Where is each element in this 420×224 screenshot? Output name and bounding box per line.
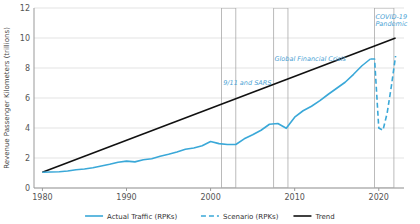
series-line	[42, 38, 395, 172]
legend-swatch	[201, 215, 219, 217]
x-tick-label: 1990	[116, 193, 136, 202]
grid-line	[34, 38, 404, 39]
chart: 0 2 4 6 8 10 12 1980 1990 2000 2010 2020 Revenue Pas…	[0, 0, 420, 224]
grid-line	[34, 188, 404, 189]
grid-line	[34, 158, 404, 159]
legend-label: Trend	[314, 213, 334, 221]
x-tick	[378, 188, 379, 191]
annotation-line: Pandemic	[375, 20, 407, 28]
y-axis	[34, 8, 35, 188]
annotation: Global Financial Crisis	[275, 55, 347, 63]
annotation-line: 9/11 and SARS	[223, 79, 271, 87]
legend-label: Actual Traffic (RPKs)	[107, 213, 177, 221]
y-tick-label: 10	[20, 34, 30, 43]
x-tick-label: 2020	[369, 193, 389, 202]
annotation: COVID-19Pandemic	[375, 13, 407, 29]
y-tick-label: 4	[25, 124, 30, 133]
legend-swatch	[85, 215, 103, 217]
legend-label: Scenario (RPKs)	[223, 213, 279, 221]
legend-swatch	[293, 215, 311, 217]
annotation: 9/11 and SARS	[223, 79, 271, 87]
x-tick	[42, 188, 43, 191]
annotation-line: Global Financial Crisis	[275, 55, 347, 63]
grid	[34, 8, 404, 188]
series-line	[42, 59, 370, 172]
grid-line	[34, 8, 404, 9]
crisis-box	[274, 8, 288, 188]
x-axis	[34, 188, 404, 189]
crisis-box	[222, 8, 236, 188]
grid-line	[34, 68, 404, 69]
x-tick-label: 2000	[200, 193, 220, 202]
y-tick-label: 12	[20, 4, 30, 13]
grid-line	[34, 128, 404, 129]
grid-line	[34, 98, 404, 99]
y-tick-label: 8	[25, 64, 30, 73]
y-tick-label: 2	[25, 154, 30, 163]
y-tick-label: 0	[25, 184, 30, 193]
plot-area	[42, 8, 395, 188]
x-tick	[126, 188, 127, 191]
x-tick-label: 1980	[32, 193, 52, 202]
y-axis-label: Revenue Passenger Kilometers (trillions)	[3, 27, 11, 169]
x-tick	[210, 188, 211, 191]
x-tick-label: 2010	[285, 193, 305, 202]
y-tick-label: 6	[25, 94, 30, 103]
legend: Actual Traffic (RPKs) Scenario (RPKs) Tren…	[85, 213, 335, 221]
x-tick	[294, 188, 295, 191]
series-line	[370, 56, 395, 130]
